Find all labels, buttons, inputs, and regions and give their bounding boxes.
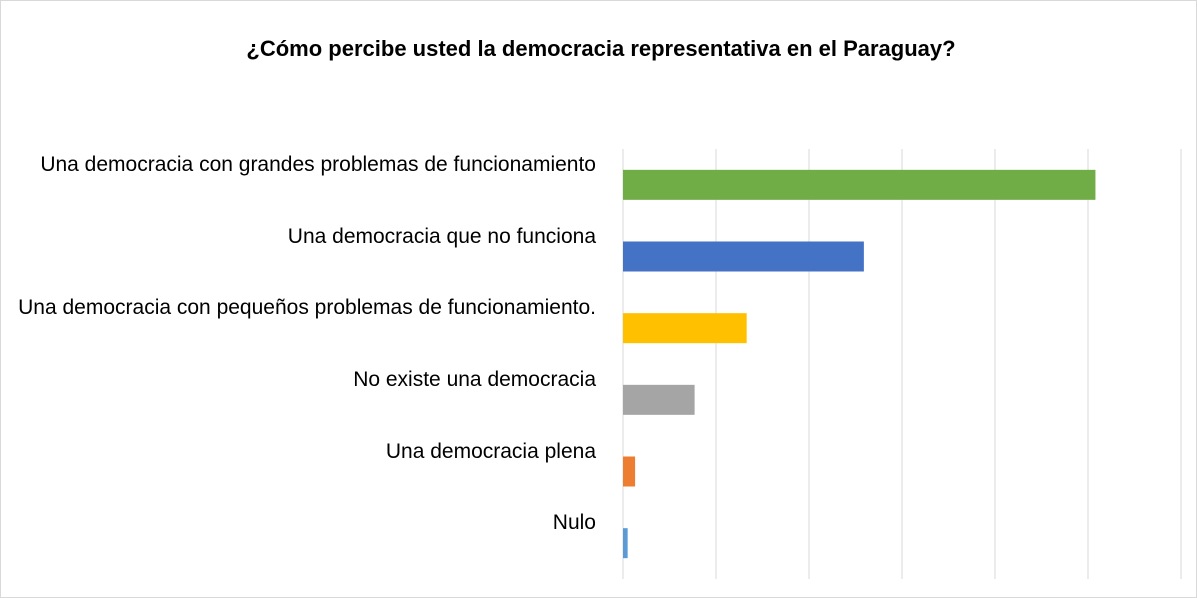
category-label: Nulo bbox=[552, 511, 596, 535]
category-label: Una democracia plena bbox=[385, 439, 596, 463]
category-label: No existe una democracia bbox=[353, 367, 596, 391]
bar bbox=[623, 313, 747, 344]
bar bbox=[623, 456, 636, 487]
category-label: Una democracia con pequeños problemas de… bbox=[18, 296, 596, 320]
chart-title: ¿Cómo percibe usted la democracia repres… bbox=[246, 36, 956, 61]
bar bbox=[623, 528, 628, 559]
bar bbox=[623, 384, 695, 415]
category-label: Una democracia que no funciona bbox=[287, 224, 596, 248]
bar bbox=[623, 241, 864, 272]
bar bbox=[623, 169, 1096, 200]
category-label: Una democracia con grandes problemas de … bbox=[40, 152, 596, 176]
